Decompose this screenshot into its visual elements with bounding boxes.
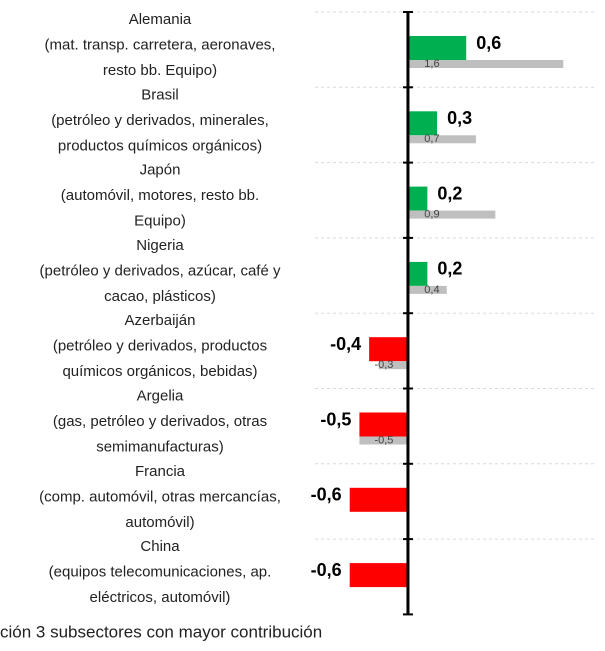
reference-label: 0,9 bbox=[424, 209, 439, 221]
category-label: productos químicos orgánicos) bbox=[58, 137, 262, 154]
reference-label: -0,3 bbox=[374, 359, 393, 371]
bar bbox=[369, 337, 408, 362]
caption: ción 3 subsectores con mayor contribució… bbox=[0, 622, 322, 641]
value-label: 0,2 bbox=[437, 259, 462, 279]
value-label: -0,6 bbox=[311, 560, 342, 580]
category-label: automóvil) bbox=[125, 514, 194, 531]
category-label: (comp. automóvil, otras mercancías, bbox=[39, 488, 281, 505]
category-label: Japón bbox=[140, 162, 181, 179]
category-label: eléctricos, automóvil) bbox=[90, 589, 231, 606]
bar bbox=[407, 261, 428, 286]
reference-label: -0,5 bbox=[374, 434, 393, 446]
category-label: Equipo) bbox=[134, 213, 186, 230]
category-label: resto bb. Equipo) bbox=[103, 62, 217, 79]
reference-bar bbox=[407, 285, 447, 294]
category-label: (petróleo y derivados, minerales, bbox=[51, 112, 269, 129]
value-label: -0,4 bbox=[330, 334, 361, 354]
reference-label: 0,4 bbox=[424, 284, 439, 296]
reference-label: 1,6 bbox=[424, 58, 439, 70]
reference-bar bbox=[378, 361, 408, 370]
category-label: Francia bbox=[135, 463, 186, 480]
category-label: (petróleo y derivados, azúcar, café y bbox=[40, 262, 281, 279]
bar bbox=[407, 36, 467, 60]
category-label: Alemania bbox=[129, 11, 192, 28]
bar bbox=[349, 563, 408, 588]
category-label: Argelia bbox=[137, 387, 184, 404]
category-label: Nigeria bbox=[136, 237, 184, 254]
category-label: (equipos telecomunicaciones, ap. bbox=[49, 564, 272, 581]
category-label: (mat. transp. carretera, aeronaves, bbox=[45, 36, 276, 53]
bar bbox=[407, 111, 438, 136]
reference-bar bbox=[407, 210, 496, 219]
value-label: 0,3 bbox=[447, 108, 472, 128]
category-label: Brasil bbox=[141, 86, 179, 103]
value-label: 0,6 bbox=[476, 33, 501, 53]
value-label: -0,6 bbox=[311, 485, 342, 505]
category-label: (automóvil, motores, resto bb. bbox=[61, 187, 259, 204]
value-label: -0,5 bbox=[320, 409, 351, 429]
reference-bar bbox=[407, 135, 476, 144]
reference-bar bbox=[407, 60, 564, 68]
bar bbox=[407, 186, 428, 211]
bar bbox=[359, 412, 408, 437]
category-label: (petróleo y derivados, productos bbox=[53, 338, 267, 355]
bar bbox=[349, 487, 408, 512]
category-label: (gas, petróleo y derivados, otras bbox=[53, 413, 267, 430]
category-label: semimanufacturas) bbox=[96, 438, 224, 455]
category-label: China bbox=[140, 538, 180, 555]
category-label: químicos orgánicos, bebidas) bbox=[62, 363, 257, 380]
reference-label: 0,7 bbox=[424, 133, 439, 145]
reference-bar bbox=[359, 436, 408, 445]
category-label: Azerbaiján bbox=[125, 312, 196, 329]
value-label: 0,2 bbox=[437, 183, 462, 203]
category-label: cacao, plásticos) bbox=[104, 288, 216, 305]
